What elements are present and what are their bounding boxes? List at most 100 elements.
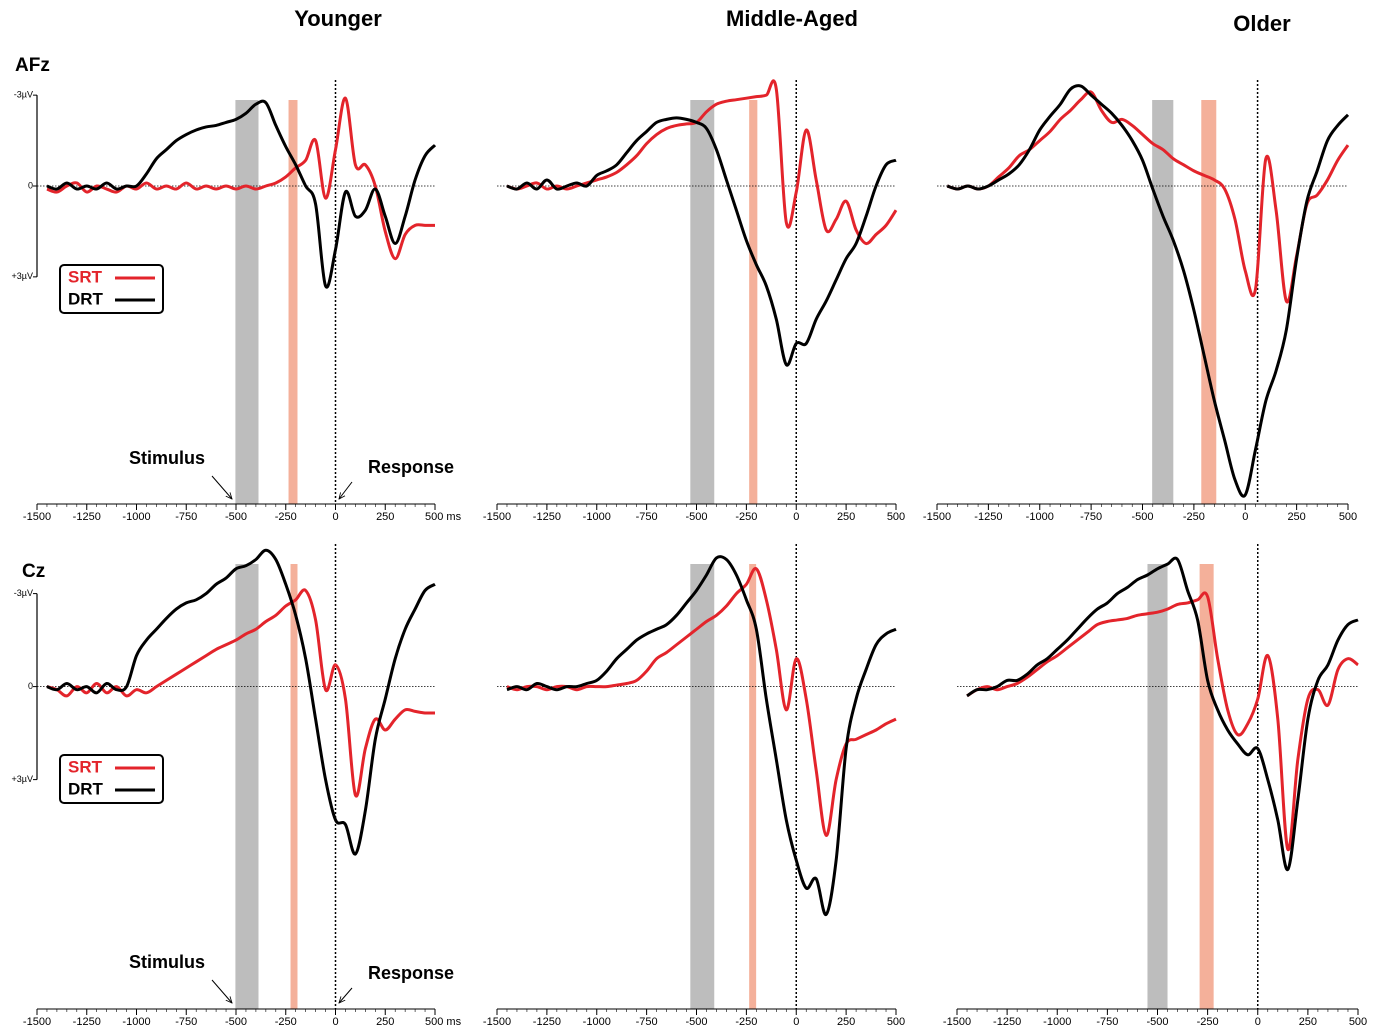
x-tick-label: -750 bbox=[1080, 511, 1102, 523]
x-tick-label: -1500 bbox=[23, 1016, 51, 1025]
annotation-arrow bbox=[339, 987, 353, 1003]
x-tick-label: -500 bbox=[685, 1016, 707, 1025]
x-tick-label: -1000 bbox=[122, 1016, 150, 1025]
x-tick-label: -500 bbox=[225, 1016, 247, 1025]
column-title: Older bbox=[1233, 11, 1291, 36]
annotation-arrow bbox=[211, 979, 232, 1003]
x-tick-label: 250 bbox=[837, 511, 855, 523]
panel: -1500 -1250 -1000 -750 -500 -250 0 250 500 bbox=[483, 544, 905, 1025]
shaded-interval bbox=[1152, 100, 1174, 504]
channel-label: AFz bbox=[15, 55, 50, 76]
column-title: Middle-Aged bbox=[726, 6, 858, 31]
column-title: Younger bbox=[294, 6, 382, 31]
shaded-interval bbox=[1201, 100, 1217, 504]
series-line bbox=[946, 84, 1350, 498]
x-tick-label: -500 bbox=[1146, 1016, 1168, 1025]
panel: Younger AFz -1500 -1250 -1000 -750 -500 -250 0 25… bbox=[12, 6, 462, 523]
x-tick-label: 0 bbox=[1255, 1016, 1261, 1025]
x-tick-label: -750 bbox=[636, 511, 658, 523]
x-tick-label: 0 bbox=[1242, 511, 1248, 523]
x-tick-label: -1250 bbox=[993, 1016, 1021, 1025]
x-tick-label: -1000 bbox=[583, 511, 611, 523]
series-line bbox=[966, 591, 1359, 851]
annotation: Stimulus bbox=[129, 448, 205, 468]
shaded-interval bbox=[690, 100, 715, 504]
shaded-interval bbox=[690, 564, 715, 1009]
x-tick-label: -500 bbox=[1131, 511, 1153, 523]
x-tick-label: -1250 bbox=[533, 511, 561, 523]
x-tick-label: -1250 bbox=[73, 1016, 101, 1025]
x-tick-label: -1250 bbox=[533, 1016, 561, 1025]
x-tick-label: 500 ms bbox=[425, 511, 462, 523]
x-tick-label: -1000 bbox=[1026, 511, 1054, 523]
channel-label: Cz bbox=[22, 561, 45, 582]
x-tick-label: -1250 bbox=[73, 511, 101, 523]
x-tick-label: 250 bbox=[376, 511, 394, 523]
series-line bbox=[506, 555, 897, 916]
x-tick-label: 500 ms bbox=[425, 1016, 462, 1025]
annotation: Response bbox=[368, 963, 454, 983]
shaded-interval bbox=[1147, 564, 1168, 1009]
shaded-interval bbox=[1199, 564, 1214, 1009]
series-line bbox=[506, 567, 897, 837]
x-tick-label: -1500 bbox=[943, 1016, 971, 1025]
annotation-arrow bbox=[211, 475, 232, 499]
series-line bbox=[966, 556, 1359, 872]
series-line bbox=[46, 99, 437, 289]
annotation: Stimulus bbox=[129, 952, 205, 972]
x-tick-label: -750 bbox=[175, 511, 197, 523]
shaded-interval bbox=[235, 100, 259, 504]
y-tick-label: +3µV bbox=[12, 271, 33, 281]
x-tick-label: 0 bbox=[332, 511, 338, 523]
x-tick-label: -250 bbox=[735, 511, 757, 523]
shaded-interval bbox=[749, 100, 758, 504]
legend-label: SRT bbox=[68, 267, 103, 286]
panel: -1500 -1250 -1000 -750 -500 -250 0 250 500 bbox=[943, 544, 1367, 1025]
panel: Cz -1500 -1250 -1000 -750 -500 -250 0 250 500 ms -… bbox=[12, 544, 462, 1025]
annotation: Response bbox=[368, 457, 454, 477]
y-tick-label: +3µV bbox=[12, 774, 33, 784]
x-tick-label: 250 bbox=[1287, 511, 1305, 523]
legend-label: SRT bbox=[68, 757, 103, 776]
x-tick-label: -1500 bbox=[23, 511, 51, 523]
x-tick-label: -500 bbox=[225, 511, 247, 523]
series-line bbox=[46, 548, 436, 856]
x-tick-label: -250 bbox=[735, 1016, 757, 1025]
x-tick-label: 0 bbox=[793, 1016, 799, 1025]
y-tick-label: 0 bbox=[28, 681, 33, 691]
x-tick-label: -1000 bbox=[122, 511, 150, 523]
x-tick-label: 500 bbox=[887, 511, 905, 523]
shaded-interval bbox=[288, 100, 298, 504]
series-line bbox=[506, 79, 898, 246]
annotation-arrow bbox=[339, 481, 353, 499]
x-tick-label: 250 bbox=[1299, 1016, 1317, 1025]
x-tick-label: -750 bbox=[175, 1016, 197, 1025]
x-tick-label: 500 bbox=[1339, 511, 1357, 523]
x-tick-label: 250 bbox=[837, 1016, 855, 1025]
shaded-interval bbox=[749, 564, 757, 1009]
x-tick-label: -250 bbox=[275, 1016, 297, 1025]
x-tick-label: -1500 bbox=[483, 511, 511, 523]
panel: Middle-Aged -1500 -1250 -1000 -750 -500 -250 0 2… bbox=[483, 6, 905, 523]
series-line bbox=[946, 90, 1350, 304]
x-tick-label: 0 bbox=[332, 1016, 338, 1025]
x-tick-label: -1500 bbox=[483, 1016, 511, 1025]
x-tick-label: 250 bbox=[376, 1016, 394, 1025]
x-tick-label: -250 bbox=[1197, 1016, 1219, 1025]
x-tick-label: -750 bbox=[636, 1016, 658, 1025]
x-tick-label: -500 bbox=[685, 511, 707, 523]
x-tick-label: -750 bbox=[1096, 1016, 1118, 1025]
shaded-interval bbox=[235, 564, 259, 1009]
series-line bbox=[506, 116, 897, 367]
series-line bbox=[46, 96, 436, 261]
y-tick-label: -3µV bbox=[14, 90, 33, 100]
legend-label: DRT bbox=[68, 289, 104, 308]
y-tick-label: -3µV bbox=[14, 588, 33, 598]
panel: Older -1500 -1250 -1000 -750 -500 -250 0 250 500 bbox=[923, 11, 1357, 523]
legend-label: DRT bbox=[68, 779, 104, 798]
x-tick-label: -250 bbox=[1183, 511, 1205, 523]
x-tick-label: -250 bbox=[275, 511, 297, 523]
shaded-interval bbox=[290, 564, 298, 1009]
x-tick-label: 500 bbox=[1349, 1016, 1367, 1025]
